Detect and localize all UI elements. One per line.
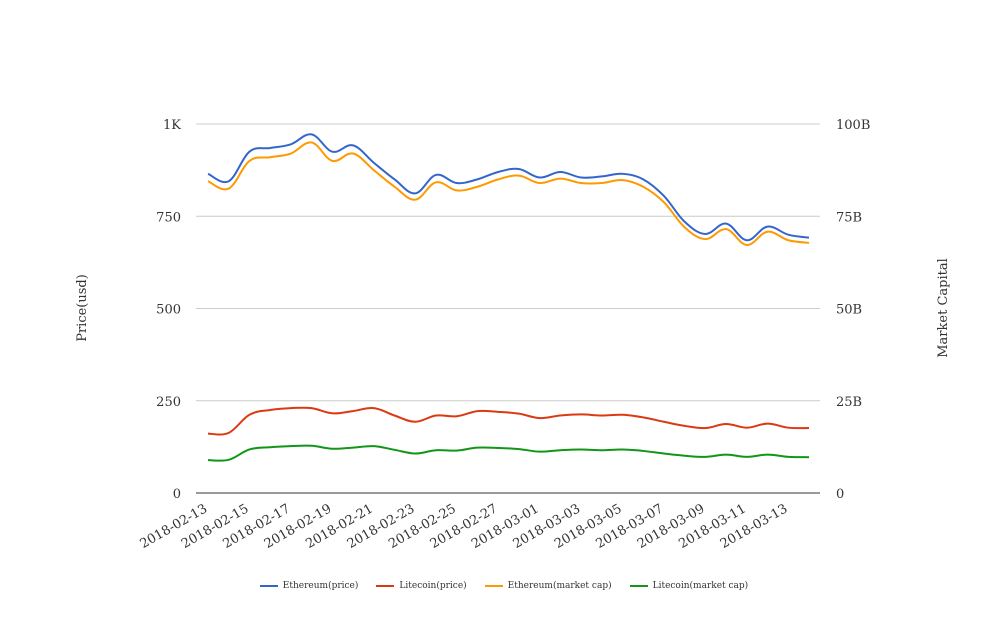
left-tick-label: 500 <box>156 303 181 318</box>
legend-swatch <box>629 585 648 587</box>
x-axis: 2018-02-132018-02-152018-02-172018-02-19… <box>138 501 791 551</box>
legend-label: Litecoin(market cap) <box>652 581 749 591</box>
right-tick-label: 75B <box>836 210 862 225</box>
series-lines <box>207 133 810 462</box>
right-tick-label: 100B <box>836 118 870 133</box>
legend-item[interactable]: Litecoin(price) <box>376 581 467 591</box>
series-line-litecoin-price <box>207 406 810 436</box>
right-tick-label: 0 <box>836 487 844 502</box>
legend-item[interactable]: Ethereum(market cap) <box>484 581 612 591</box>
right-tick-label: 50B <box>836 303 862 318</box>
legend-swatch <box>376 585 395 587</box>
legend-label: Ethereum(market cap) <box>507 581 612 591</box>
left-tick-label: 1K <box>163 118 181 133</box>
legend-swatch <box>484 585 503 587</box>
legend-item[interactable]: Ethereum(price) <box>259 581 359 591</box>
left-tick-label: 0 <box>173 487 181 502</box>
legend-item[interactable]: Litecoin(market cap) <box>629 581 749 591</box>
legend-label: Ethereum(price) <box>282 581 359 591</box>
gridlines <box>196 123 820 494</box>
legend-label: Litecoin(price) <box>399 581 467 591</box>
left-axis: 0 250 500 750 1K <box>156 118 181 502</box>
right-tick-label: 25B <box>836 395 862 410</box>
series-line-litecoin-market-cap <box>207 444 810 462</box>
series-line-ethereum-price <box>207 133 810 242</box>
right-axis-title: Market Capital <box>936 258 951 358</box>
left-tick-label: 250 <box>156 395 181 410</box>
legend-swatch <box>259 585 278 587</box>
left-tick-label: 750 <box>156 210 181 225</box>
left-axis-title: Price(usd) <box>75 274 90 342</box>
right-axis: 0 25B 50B 75B 100B <box>836 118 870 502</box>
chart-legend: Ethereum(price) Litecoin(price) Ethereum(m… <box>0 577 1008 595</box>
series-line-ethereum-market-cap <box>207 141 810 247</box>
